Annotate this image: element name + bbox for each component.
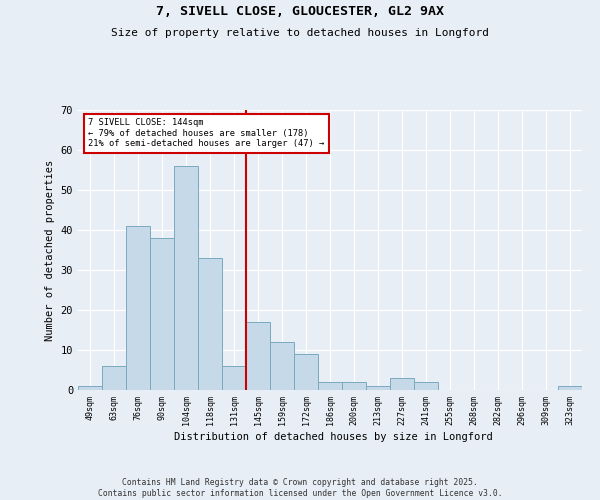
Bar	[126, 226, 150, 390]
Bar	[198, 258, 222, 390]
Text: 7, SIVELL CLOSE, GLOUCESTER, GL2 9AX: 7, SIVELL CLOSE, GLOUCESTER, GL2 9AX	[156, 5, 444, 18]
Y-axis label: Number of detached properties: Number of detached properties	[45, 160, 55, 340]
Bar	[270, 342, 294, 390]
Bar	[294, 354, 318, 390]
Bar	[174, 166, 198, 390]
Bar	[558, 386, 582, 390]
Bar	[366, 386, 390, 390]
Text: Contains HM Land Registry data © Crown copyright and database right 2025.
Contai: Contains HM Land Registry data © Crown c…	[98, 478, 502, 498]
Bar	[150, 238, 174, 390]
Bar	[390, 378, 414, 390]
Bar	[78, 386, 102, 390]
Bar	[222, 366, 246, 390]
Bar	[102, 366, 126, 390]
Bar	[342, 382, 366, 390]
Bar	[246, 322, 270, 390]
Text: Distribution of detached houses by size in Longford: Distribution of detached houses by size …	[173, 432, 493, 442]
Bar	[318, 382, 342, 390]
Text: 7 SIVELL CLOSE: 144sqm
← 79% of detached houses are smaller (178)
21% of semi-de: 7 SIVELL CLOSE: 144sqm ← 79% of detached…	[88, 118, 325, 148]
Text: Size of property relative to detached houses in Longford: Size of property relative to detached ho…	[111, 28, 489, 38]
Bar	[414, 382, 438, 390]
